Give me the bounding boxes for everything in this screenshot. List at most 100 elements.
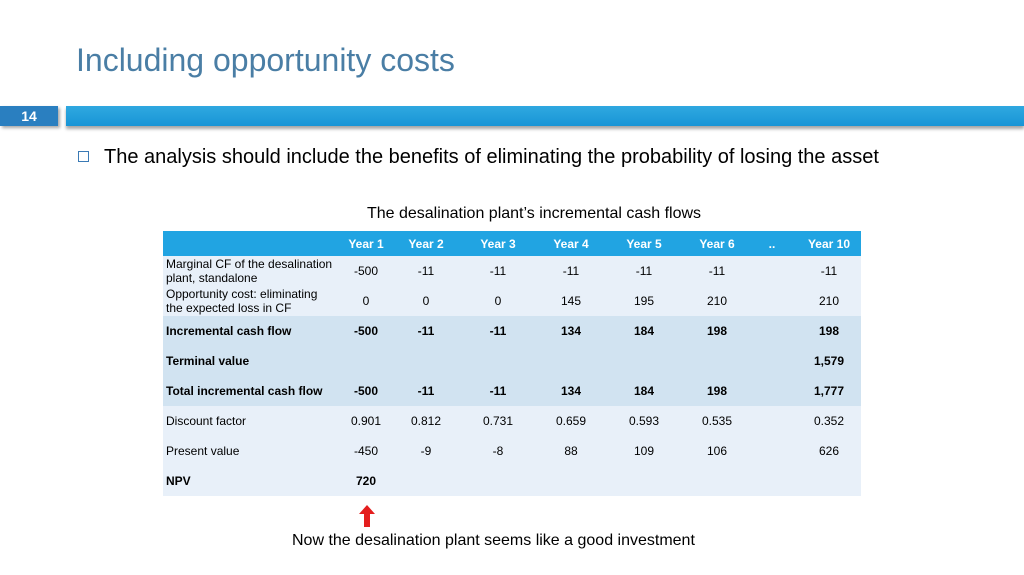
table-cell: 0 — [335, 286, 397, 316]
table-cell — [601, 466, 687, 496]
table-cell: 0.659 — [541, 406, 601, 436]
table-cell: -11 — [455, 376, 541, 406]
table-cell — [747, 316, 797, 346]
up-arrow-icon — [359, 505, 375, 527]
row-label: Discount factor — [163, 406, 335, 436]
table-cell: 0 — [397, 286, 455, 316]
table-cell: 1,579 — [797, 346, 861, 376]
table-cell: 720 — [335, 466, 397, 496]
table-cell: 0.535 — [687, 406, 747, 436]
table-cell — [541, 466, 601, 496]
table-cell: -500 — [335, 376, 397, 406]
table-cell: 109 — [601, 436, 687, 466]
table-cell: 0.812 — [397, 406, 455, 436]
table-cell: 145 — [541, 286, 601, 316]
table-cell — [747, 286, 797, 316]
table-row: Terminal value 1,579 — [163, 346, 861, 376]
table-cell: -450 — [335, 436, 397, 466]
table-cell: -9 — [397, 436, 455, 466]
header-cell: Year 5 — [601, 231, 687, 256]
table-cell: -11 — [601, 256, 687, 286]
table-cell: 198 — [687, 376, 747, 406]
header-cell: Year 10 — [797, 231, 861, 256]
table-cell: 198 — [797, 316, 861, 346]
table-cell — [747, 376, 797, 406]
table-cell — [541, 346, 601, 376]
table-cell: 210 — [797, 286, 861, 316]
bullet-text: The analysis should include the benefits… — [104, 146, 879, 168]
table-cell — [747, 256, 797, 286]
table-row: Total incremental cash flow -500 -11 -11… — [163, 376, 861, 406]
table-header-row: Year 1 Year 2 Year 3 Year 4 Year 5 Year … — [163, 231, 861, 256]
table-cell: -11 — [397, 376, 455, 406]
table-cell: 0.352 — [797, 406, 861, 436]
table-cell — [601, 346, 687, 376]
row-label: Present value — [163, 436, 335, 466]
row-label: Terminal value — [163, 346, 335, 376]
table-row: Incremental cash flow -500 -11 -11 134 1… — [163, 316, 861, 346]
table-cell: -11 — [455, 256, 541, 286]
table-cell: 184 — [601, 376, 687, 406]
table-cell: 106 — [687, 436, 747, 466]
table-cell: 1,777 — [797, 376, 861, 406]
table-cell: 0 — [455, 286, 541, 316]
row-label: Incremental cash flow — [163, 316, 335, 346]
slide-title: Including opportunity costs — [76, 42, 455, 78]
table-cell: -11 — [397, 316, 455, 346]
table-cell — [747, 466, 797, 496]
table-cell: 0.731 — [455, 406, 541, 436]
table-cell — [747, 436, 797, 466]
header-cell: Year 3 — [455, 231, 541, 256]
table-cell: 88 — [541, 436, 601, 466]
header-cell: .. — [747, 231, 797, 256]
table-row: Marginal CF of the desalination plant, s… — [163, 256, 861, 286]
table-row: Discount factor 0.901 0.812 0.731 0.659 … — [163, 406, 861, 436]
row-label: Total incremental cash flow — [163, 376, 335, 406]
header-cell: Year 6 — [687, 231, 747, 256]
table-cell: -11 — [397, 256, 455, 286]
table-cell — [687, 346, 747, 376]
table-cell: 134 — [541, 316, 601, 346]
table-cell: 626 — [797, 436, 861, 466]
table-cell: -500 — [335, 316, 397, 346]
table-caption: The desalination plant’s incremental cas… — [366, 205, 702, 222]
header-cell: Year 1 — [335, 231, 397, 256]
table-row: Present value -450 -9 -8 88 109 106 626 — [163, 436, 861, 466]
table-cell: -11 — [455, 316, 541, 346]
table-cell — [335, 346, 397, 376]
row-label: Opportunity cost: eliminating the expect… — [163, 286, 335, 316]
cash-flow-table: Year 1 Year 2 Year 3 Year 4 Year 5 Year … — [163, 231, 861, 496]
table-cell — [747, 406, 797, 436]
table-row: NPV 720 — [163, 466, 861, 496]
table-cell: -8 — [455, 436, 541, 466]
conclusion-text: Now the desalination plant seems like a … — [292, 532, 695, 549]
table-cell: 0.901 — [335, 406, 397, 436]
table-cell — [455, 346, 541, 376]
slide-number: 14 — [0, 106, 58, 126]
header-cell: Year 2 — [397, 231, 455, 256]
table-cell: 198 — [687, 316, 747, 346]
table-row: Opportunity cost: eliminating the expect… — [163, 286, 861, 316]
table-cell: 134 — [541, 376, 601, 406]
table-cell — [687, 466, 747, 496]
square-bullet-icon — [78, 150, 89, 162]
table-cell: 210 — [687, 286, 747, 316]
header-cell — [163, 231, 335, 256]
table-cell — [797, 466, 861, 496]
table-cell: -500 — [335, 256, 397, 286]
accent-bar — [66, 106, 1024, 126]
table-cell: -11 — [797, 256, 861, 286]
table-cell — [455, 466, 541, 496]
table-cell — [747, 346, 797, 376]
table-cell: -11 — [541, 256, 601, 286]
header-cell: Year 4 — [541, 231, 601, 256]
table-cell: 195 — [601, 286, 687, 316]
table-cell: 0.593 — [601, 406, 687, 436]
table-cell — [397, 466, 455, 496]
bullet-item: The analysis should include the benefits… — [78, 146, 879, 169]
row-label: NPV — [163, 466, 335, 496]
table-cell: 184 — [601, 316, 687, 346]
title-divider: 14 — [0, 104, 1024, 130]
table-cell: -11 — [687, 256, 747, 286]
table-cell — [397, 346, 455, 376]
